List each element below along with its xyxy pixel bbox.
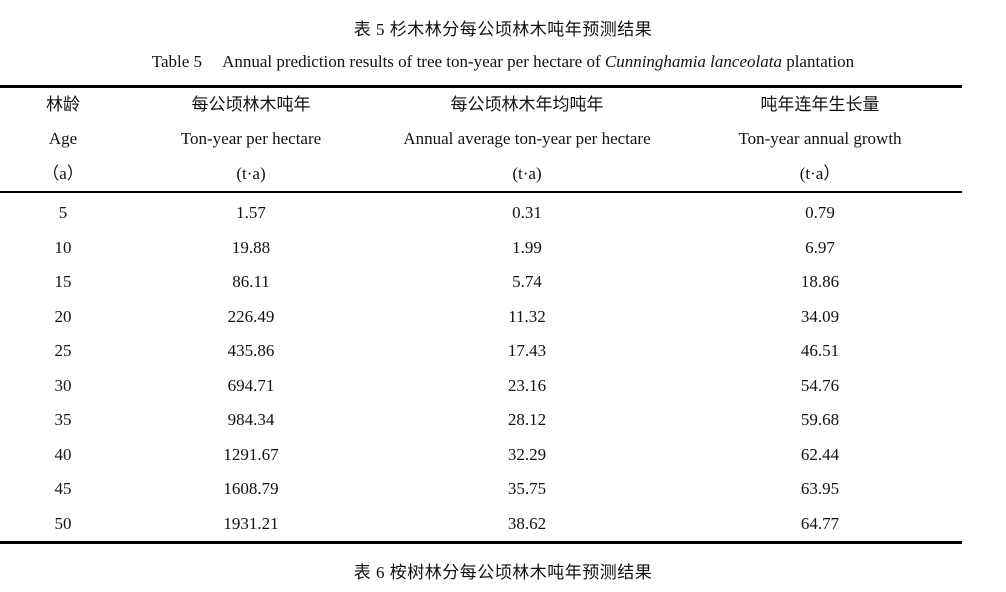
- cell-annual-growth: 34.09: [800, 306, 840, 326]
- cell-age: 20: [54, 306, 72, 326]
- caption-text-end: plantation: [781, 52, 855, 71]
- cell-ton-year: 19.88: [231, 237, 271, 257]
- cell-age: 35: [54, 410, 72, 430]
- table-row: 50 1931.21 38.62 64.77: [0, 506, 962, 544]
- cell-annual-growth: 63.95: [800, 479, 840, 499]
- table-row: 10 19.88 1.99 6.97: [0, 231, 962, 266]
- col-unit: (t·a）: [678, 156, 962, 193]
- cell-annual-growth: 59.68: [800, 410, 840, 430]
- cell-age: 10: [54, 237, 72, 257]
- table-row: 30 694.71 23.16 54.76: [0, 369, 962, 404]
- table-header: 林龄 每公顷林木吨年 每公顷林木年均吨年 吨年连年生长量 Age Ton-yea…: [0, 85, 962, 193]
- cell-age: 15: [54, 272, 72, 292]
- header-row-chinese: 林龄 每公顷林木吨年 每公顷林木年均吨年 吨年连年生长量: [0, 85, 962, 122]
- results-table: 林龄 每公顷林木吨年 每公顷林木年均吨年 吨年连年生长量 Age Ton-yea…: [0, 85, 962, 544]
- cell-annual-average: 32.29: [507, 444, 547, 464]
- col-header-en: Ton-year annual growth: [738, 129, 902, 148]
- cell-ton-year: 435.86: [227, 341, 275, 361]
- table-row: 25 435.86 17.43 46.51: [0, 334, 962, 369]
- table-row: 15 86.11 5.74 18.86: [0, 265, 962, 300]
- cell-annual-growth: 18.86: [800, 272, 840, 292]
- col-header-cn: 每公顷林木吨年: [126, 85, 376, 122]
- cell-age: 45: [54, 479, 72, 499]
- col-header-en: Age: [48, 129, 78, 148]
- cell-annual-growth: 54.76: [800, 375, 840, 395]
- caption-text: Annual prediction results of tree ton-ye…: [222, 52, 605, 71]
- cell-annual-average: 1.99: [512, 237, 542, 257]
- cell-annual-average: 28.12: [507, 410, 547, 430]
- table-row: 35 984.34 28.12 59.68: [0, 403, 962, 438]
- table-row: 40 1291.67 32.29 62.44: [0, 438, 962, 473]
- cell-ton-year: 1608.79: [223, 479, 279, 499]
- cell-annual-growth: 46.51: [800, 341, 840, 361]
- cell-annual-average: 11.32: [508, 306, 546, 326]
- cell-annual-growth: 64.77: [678, 506, 962, 544]
- table-caption-chinese: 表 5 杉木林分每公顷林木吨年预测结果: [353, 20, 653, 39]
- cell-annual-growth: 62.44: [800, 444, 840, 464]
- cell-age: 40: [54, 444, 72, 464]
- col-unit: （a）: [0, 156, 126, 193]
- cell-ton-year: 1931.21: [126, 506, 376, 544]
- cell-ton-year: 694.71: [227, 375, 275, 395]
- table-body: 5 1.57 0.31 0.79 10 19.88 1.99 6.97 15 8…: [0, 192, 962, 544]
- col-unit: (t·a): [126, 156, 376, 193]
- cell-annual-growth: 0.79: [805, 203, 835, 223]
- header-row-english: Age Ton-year per hectare Annual average …: [0, 122, 962, 156]
- table-row: 20 226.49 11.32 34.09: [0, 300, 962, 335]
- cell-age: 50: [0, 506, 126, 544]
- col-header-cn: 每公顷林木年均吨年: [376, 85, 678, 122]
- col-header-cn: 林龄: [0, 85, 126, 122]
- table-caption-english: Table 5 Annual prediction results of tree…: [0, 52, 1006, 72]
- cell-ton-year: 1291.67: [223, 444, 279, 464]
- cell-annual-growth: 6.97: [805, 237, 835, 257]
- cell-age: 25: [54, 341, 72, 361]
- col-header-en: Ton-year per hectare: [180, 129, 322, 148]
- cell-annual-average: 35.75: [507, 479, 547, 499]
- cell-ton-year: 1.57: [236, 203, 266, 223]
- table-row: 5 1.57 0.31 0.79: [0, 192, 962, 231]
- cell-annual-average: 38.62: [376, 506, 678, 544]
- table-label: Table 5: [151, 52, 203, 71]
- col-header-cn: 吨年连年生长量: [678, 85, 962, 122]
- cell-age: 5: [58, 203, 68, 223]
- species-name: Cunninghamia lanceolata: [604, 52, 782, 71]
- cell-ton-year: 226.49: [227, 306, 275, 326]
- cell-ton-year: 86.11: [232, 272, 270, 292]
- cell-ton-year: 984.34: [227, 410, 275, 430]
- col-header-en: Annual average ton-year per hectare: [403, 129, 651, 148]
- cell-annual-average: 23.16: [507, 375, 547, 395]
- cell-annual-average: 5.74: [512, 272, 542, 292]
- next-table-caption: 表 6 桉树林分每公顷林木吨年预测结果: [353, 563, 653, 582]
- cell-annual-average: 0.31: [512, 203, 542, 223]
- col-unit: (t·a): [376, 156, 678, 193]
- table-row: 45 1608.79 35.75 63.95: [0, 472, 962, 507]
- cell-age: 30: [54, 375, 72, 395]
- header-row-units: （a） (t·a) (t·a) (t·a）: [0, 156, 962, 193]
- cell-annual-average: 17.43: [507, 341, 547, 361]
